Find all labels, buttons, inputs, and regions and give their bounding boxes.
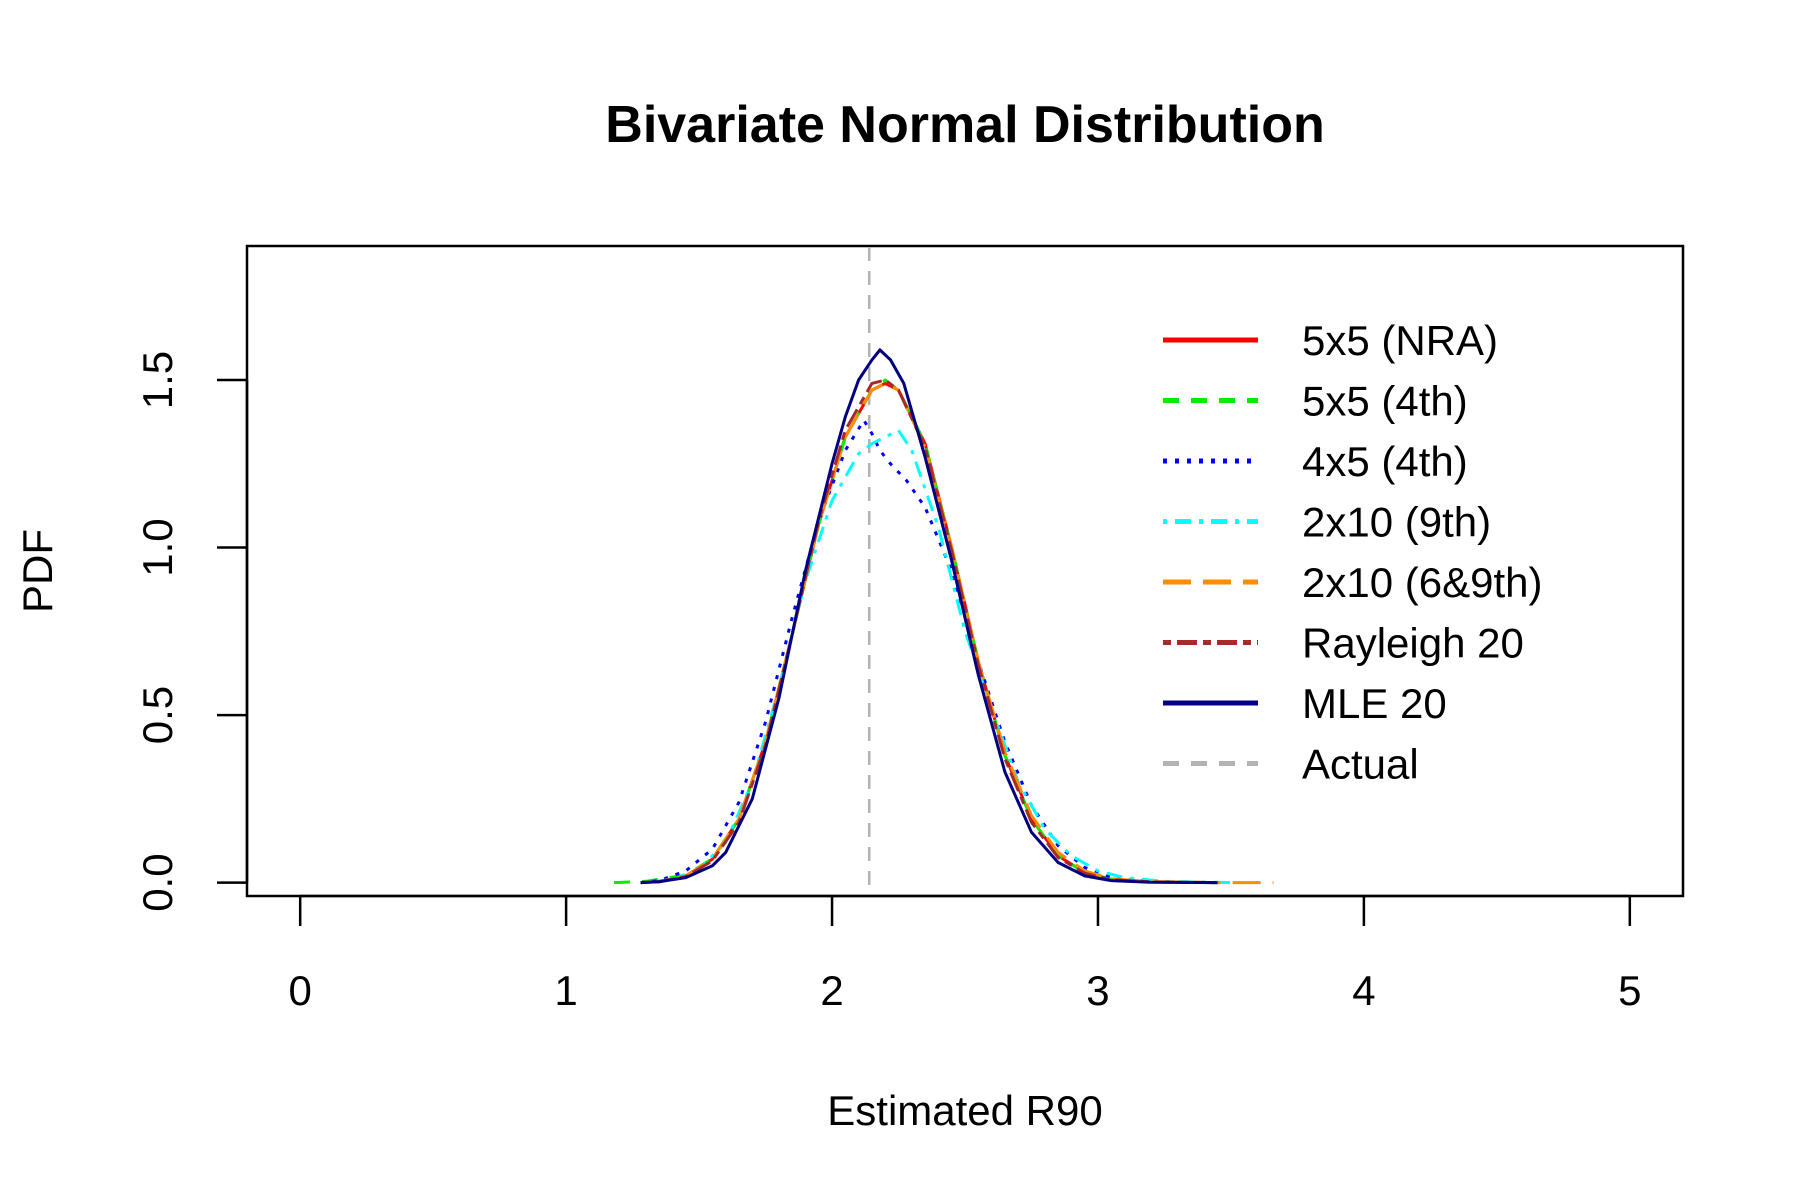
legend-label: 2x10 (9th) <box>1302 499 1491 546</box>
legend-label: 2x10 (6&9th) <box>1302 559 1542 606</box>
y-tick-label: 1.5 <box>134 351 181 409</box>
series-line-5x5-4th <box>613 378 1218 885</box>
y-tick-label: 0.0 <box>134 853 181 911</box>
series-line-2x10-6-9th <box>640 381 1274 885</box>
series-line-2x10-9th <box>645 428 1231 885</box>
legend-label: Actual <box>1302 741 1419 788</box>
plot-lines <box>613 247 1274 895</box>
x-tick-label: 3 <box>1086 967 1109 1014</box>
y-tick-label: 0.5 <box>134 686 181 744</box>
y-axis-label: PDF <box>14 529 61 613</box>
x-axis: 0 1 2 3 4 5 <box>289 894 1641 1014</box>
x-tick-label: 4 <box>1352 967 1375 1014</box>
y-axis: 0.0 0.5 1.0 1.5 <box>134 351 249 912</box>
series-line-4x5-4th <box>640 418 1218 885</box>
series-line-mle-20 <box>640 348 1218 885</box>
series-line-rayleigh-20 <box>640 378 1218 885</box>
legend-label: Rayleigh 20 <box>1302 620 1524 667</box>
legend-label: 5x5 (NRA) <box>1302 317 1498 364</box>
legend-label: MLE 20 <box>1302 680 1447 727</box>
y-tick-label: 1.0 <box>134 518 181 576</box>
legend-label: 4x5 (4th) <box>1302 438 1468 485</box>
legend-label: 5x5 (4th) <box>1302 378 1468 425</box>
x-tick-label: 2 <box>820 967 843 1014</box>
legend: 5x5 (NRA) 5x5 (4th) 4x5 (4th) 2x10 (9th) 2x1… <box>1163 317 1542 788</box>
x-axis-label: Estimated R90 <box>827 1087 1102 1134</box>
x-tick-label: 0 <box>289 967 312 1014</box>
x-tick-label: 5 <box>1618 967 1641 1014</box>
chart-title: Bivariate Normal Distribution <box>605 96 1324 154</box>
x-tick-label: 1 <box>554 967 577 1014</box>
